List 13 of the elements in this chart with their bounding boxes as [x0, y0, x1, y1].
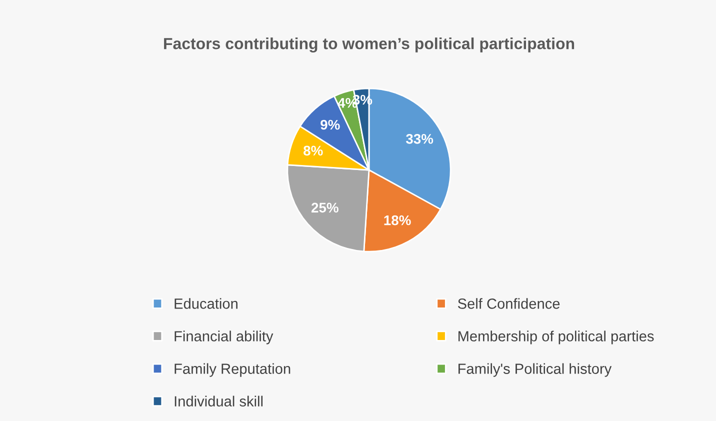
legend-label: Education	[174, 298, 238, 309]
legend-label: Family Reputation	[174, 363, 290, 377]
legend-label: Individual skill	[174, 396, 263, 406]
legend-label: Self Confidence	[458, 298, 560, 309]
data-label: 25%	[312, 202, 338, 213]
legend-label: Family's Political history	[458, 363, 612, 377]
legend-label: Membership of political parties	[458, 330, 654, 344]
legend-label: Financial ability	[174, 330, 274, 344]
chart-title: Factors contributing to women’s political participation	[164, 38, 574, 52]
data-label: 33%	[406, 134, 434, 144]
data-label: 18%	[384, 215, 411, 226]
data-label: 8%	[304, 146, 323, 156]
data-label: 9%	[320, 120, 340, 130]
